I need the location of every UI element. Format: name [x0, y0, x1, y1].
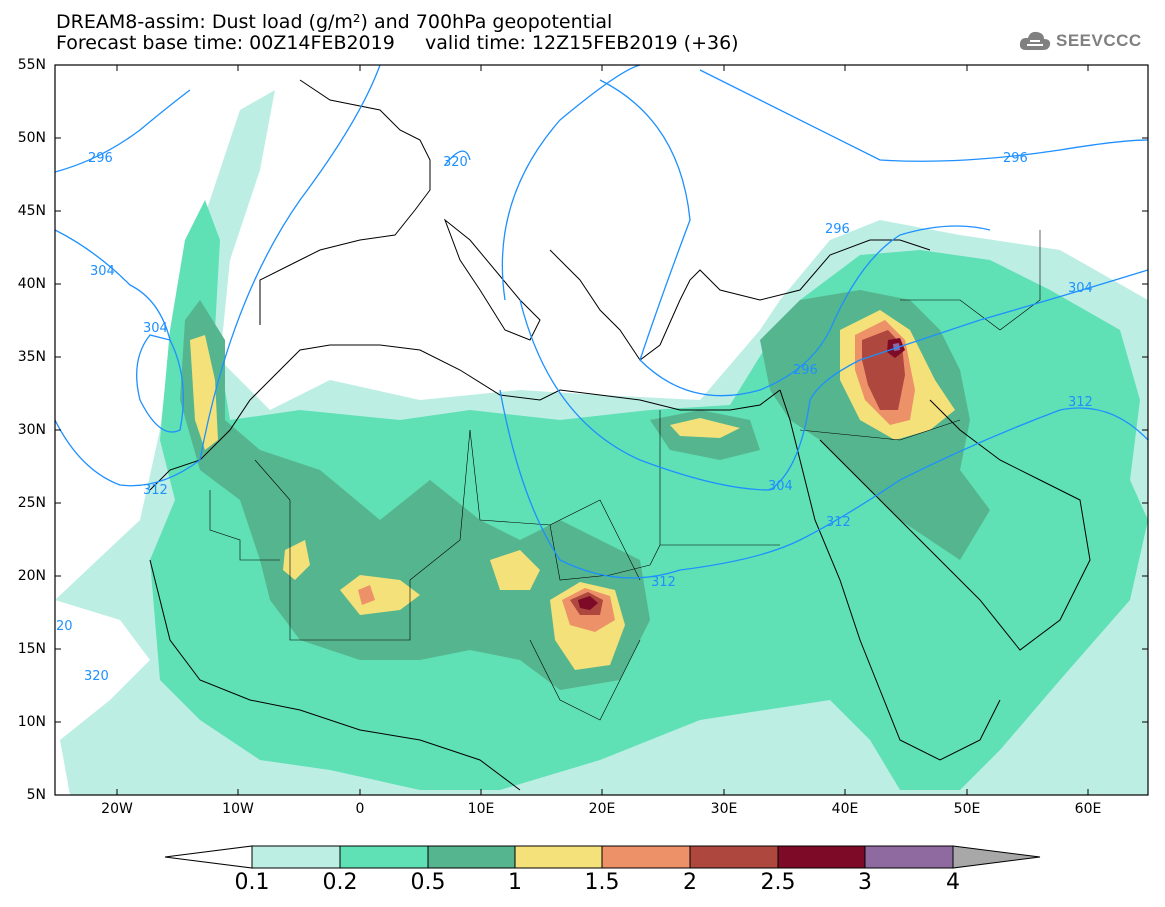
lat-label: 5N: [26, 787, 46, 803]
contour-label: 296: [88, 151, 113, 166]
lon-label: 20W: [101, 801, 133, 817]
contour-312-sahara: [499, 389, 1148, 579]
contour-label: 20: [56, 619, 73, 634]
coastlines: [149, 79, 1091, 791]
dust-band-1.5-mali: [358, 585, 375, 605]
dust-band-1-egypt: [670, 418, 740, 438]
lon-label: 60E: [1074, 801, 1102, 817]
lat-label: 10N: [17, 714, 46, 730]
contour-label: 304: [143, 321, 168, 336]
lon-label: 20E: [588, 801, 616, 817]
map-title: DREAM8-assim: Dust load (g/m²) and 700hP…: [56, 11, 613, 33]
colorbar-arrow-left: [164, 845, 253, 869]
lat-label: 45N: [17, 203, 46, 219]
contour-304-west: [55, 229, 171, 341]
contour-296-west: [55, 89, 191, 173]
map-subtitle: Forecast base time: 00Z14FEB2019 valid t…: [56, 32, 739, 54]
contour-label: 312: [143, 483, 168, 498]
contour-label: 312: [826, 515, 851, 530]
colorbar-swatch: [251, 845, 341, 869]
lon-label: 30E: [710, 801, 738, 817]
contour-label: 304: [1068, 281, 1093, 296]
lat-label: 55N: [17, 57, 46, 73]
contour-320-small: [444, 150, 471, 166]
colorbar-swatch: [514, 845, 603, 869]
contour-labels: 296 296 296 296 304 304 304 304 312 312 …: [56, 151, 1093, 684]
contour-296-north: [699, 69, 1148, 162]
lat-label: 50N: [17, 130, 46, 146]
dust-band-0.5: [180, 300, 650, 690]
cloud-icon: [1019, 31, 1051, 50]
contour-296-east: [599, 79, 991, 397]
seevccc-logo: SEEVCCC: [1018, 26, 1142, 56]
colorbar-swatch: [689, 845, 779, 869]
lon-label: 40E: [831, 801, 859, 817]
lat-label: 35N: [17, 349, 46, 365]
contour-label: 296: [825, 222, 850, 237]
lat-label: 25N: [17, 495, 46, 511]
colorbar-arrow-right: [952, 845, 1041, 869]
contour-304-med: [501, 65, 641, 301]
lon-label: 50E: [953, 801, 981, 817]
lat-label: 15N: [17, 641, 46, 657]
contour-label: 320: [84, 669, 109, 684]
country-borders: [209, 230, 1041, 721]
tick-marks: [55, 64, 1148, 795]
dust-load-field: [55, 79, 1148, 795]
contour-label: 304: [90, 264, 115, 279]
geopotential-contours: [55, 65, 1148, 579]
colorbar-label: 1.5: [584, 870, 620, 895]
contour-304-sahara: [519, 269, 1148, 491]
colorbar-label: 0.2: [322, 870, 358, 895]
contour-label: 312: [651, 575, 676, 590]
colorbar: [164, 845, 1041, 869]
contour-label: 296: [1003, 151, 1028, 166]
dust-band-2.5-chad: [578, 596, 598, 610]
contour-label: 296: [793, 363, 818, 378]
colorbar-label: 1: [508, 870, 522, 895]
lat-label: 30N: [17, 422, 46, 438]
contour-304-loop: [136, 334, 184, 433]
colorbar-swatch: [601, 845, 691, 869]
contour-label: 312: [1068, 395, 1093, 410]
lat-label: 40N: [17, 276, 46, 292]
colorbar-label: 2.5: [760, 870, 796, 895]
colorbar-swatch: [427, 845, 516, 869]
colorbar-label: 0.1: [234, 870, 270, 895]
colorbar-label: 4: [946, 870, 960, 895]
colorbar-label: 3: [858, 870, 872, 895]
colorbar-label: 2: [683, 870, 697, 895]
colorbar-swatch: [864, 845, 954, 869]
contour-312-west: [55, 65, 381, 487]
colorbar-label: 0.5: [410, 870, 446, 895]
logo-text: SEEVCCC: [1056, 31, 1142, 50]
dust-band-1-mali: [340, 575, 420, 615]
colorbar-swatch: [777, 845, 866, 869]
lon-label: 0: [355, 801, 365, 817]
dust-band-1-niger: [490, 550, 540, 590]
colorbar-swatch: [339, 845, 429, 869]
lat-label: 20N: [17, 568, 46, 584]
lon-label: 10E: [467, 801, 495, 817]
contour-label: 320: [443, 155, 468, 170]
lon-label: 10W: [222, 801, 254, 817]
contour-label: 304: [768, 479, 793, 494]
dust-band-1: [190, 335, 218, 450]
